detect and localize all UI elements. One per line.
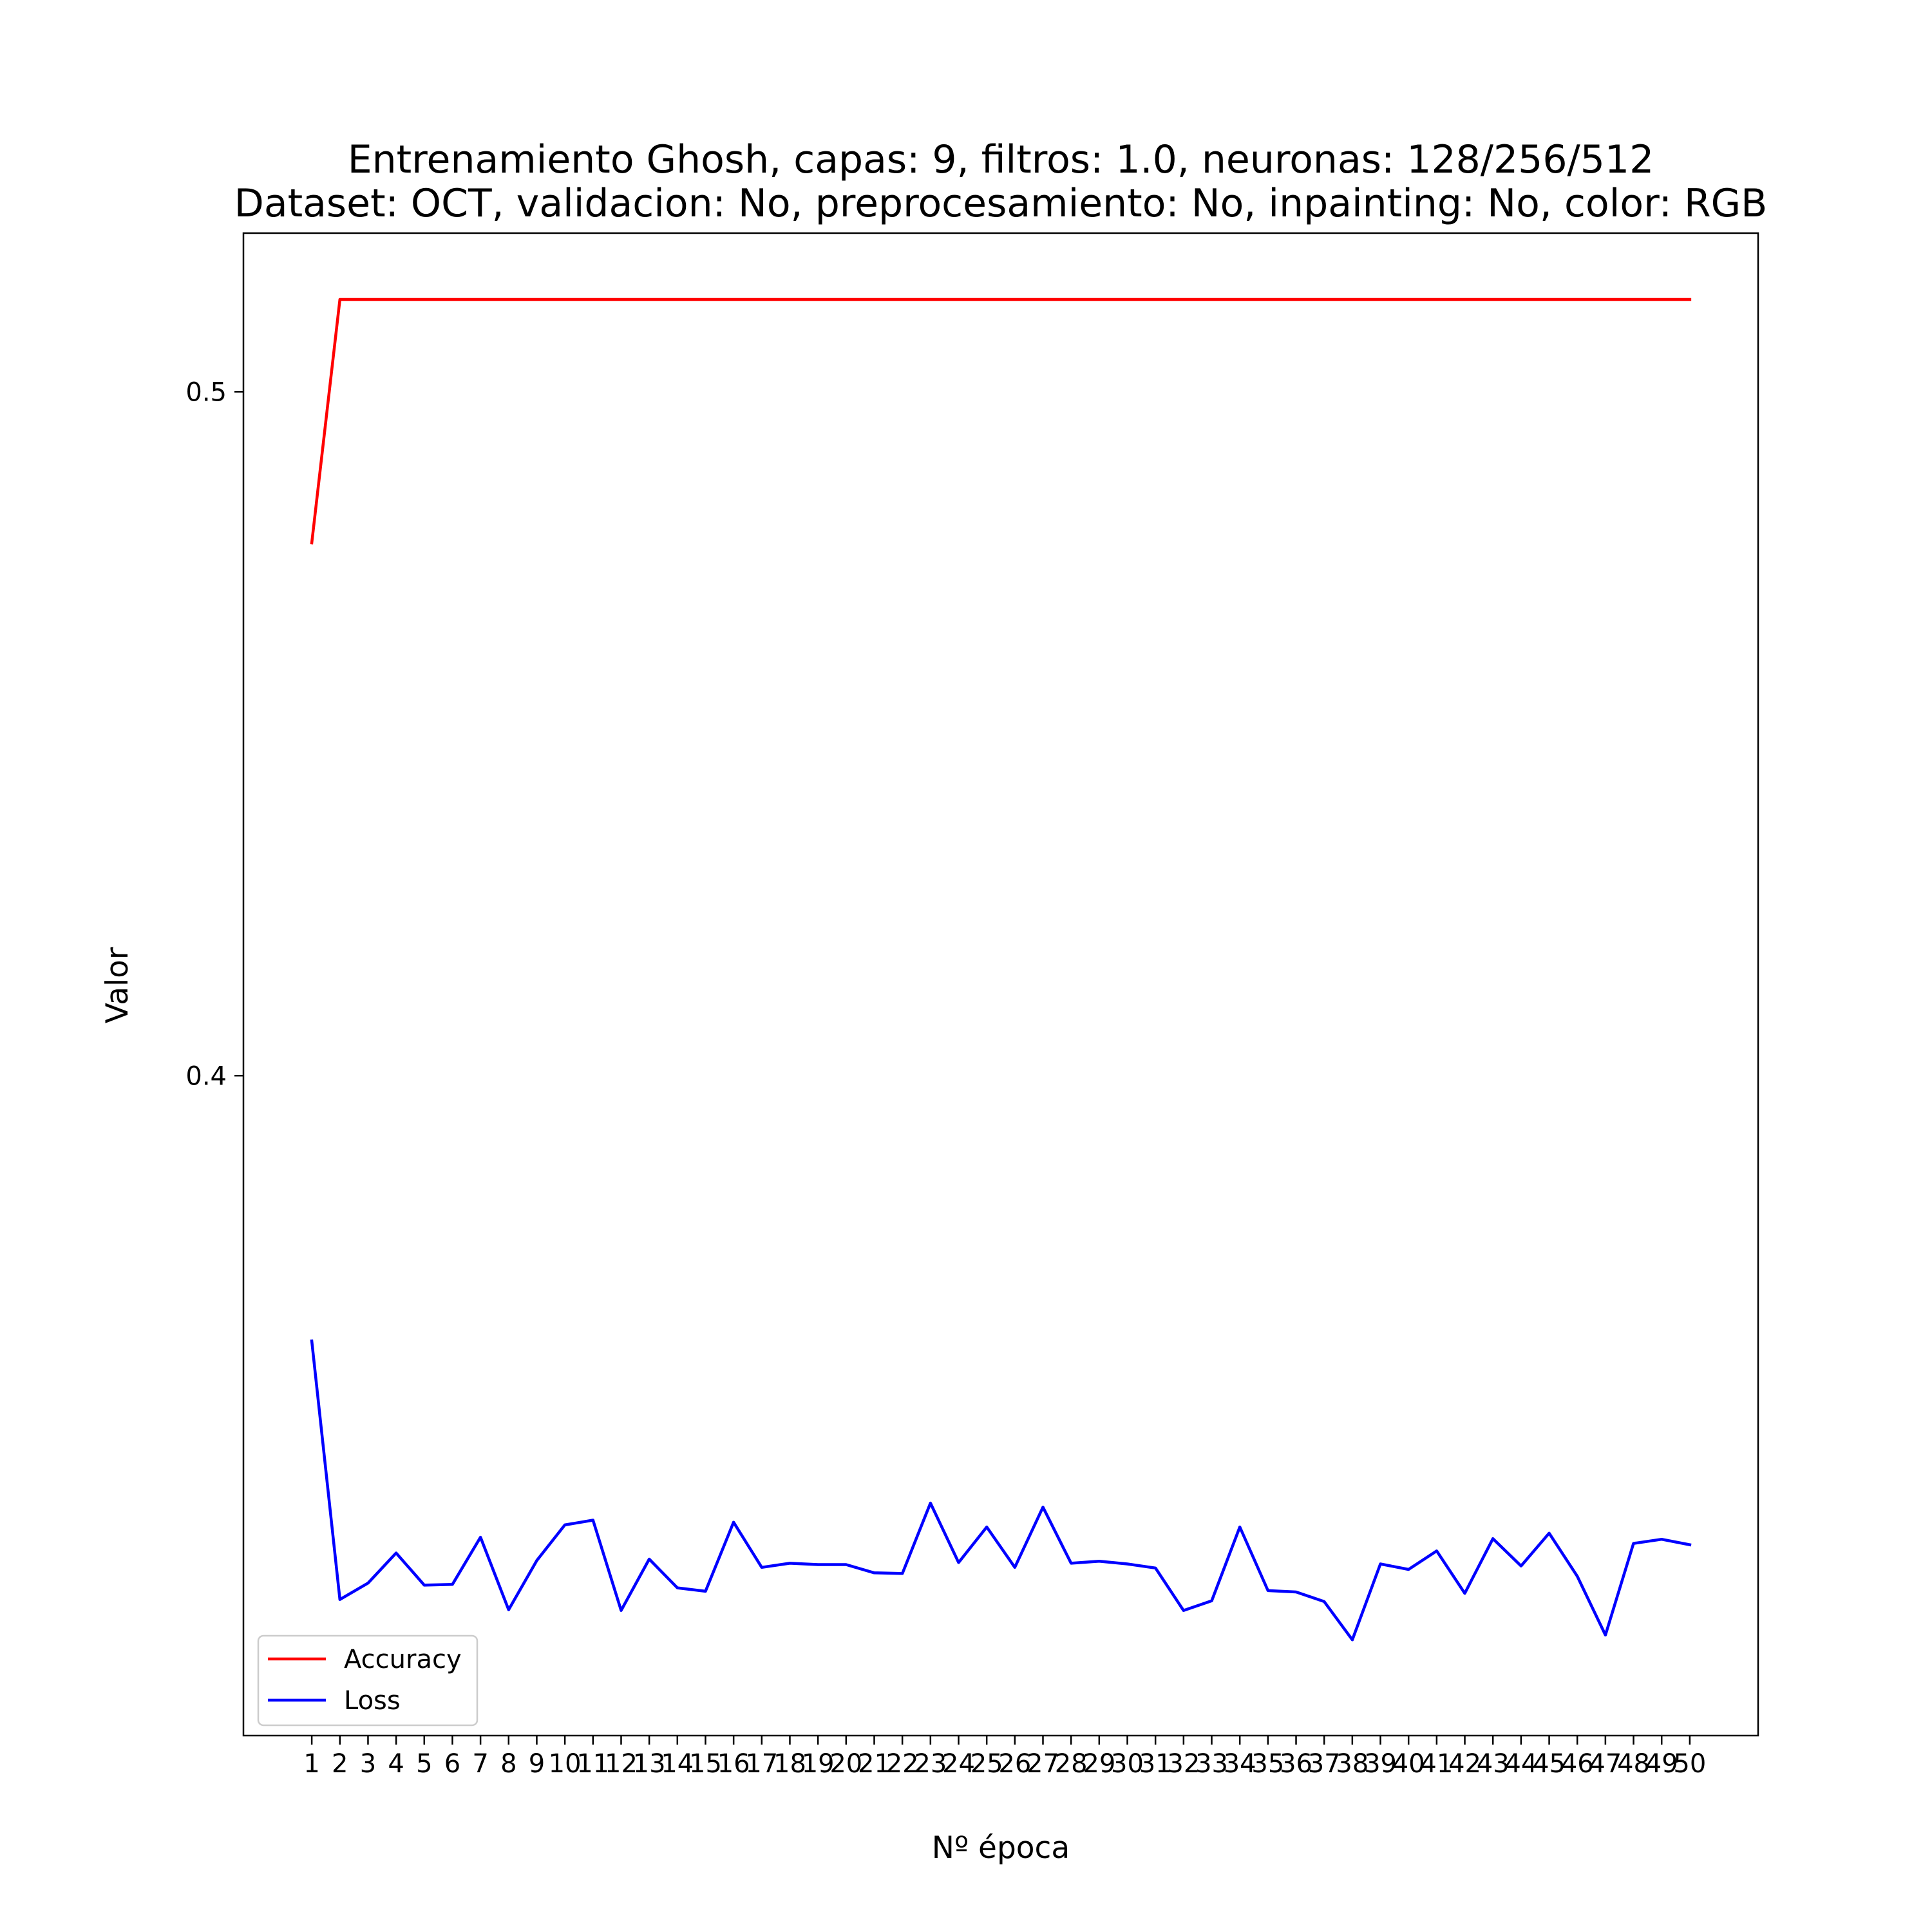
- x-tick-label: 29: [1083, 1749, 1115, 1779]
- x-tick-label: 23: [914, 1749, 947, 1779]
- x-tick-label: 40: [1392, 1749, 1425, 1779]
- x-tick-label: 42: [1448, 1749, 1481, 1779]
- x-tick-label: 14: [661, 1749, 694, 1779]
- x-tick-label: 27: [1027, 1749, 1059, 1779]
- x-tick-label: 16: [717, 1749, 750, 1779]
- x-tick-label: 37: [1308, 1749, 1341, 1779]
- x-tick-label: 43: [1477, 1749, 1510, 1779]
- y-axis-label: Valor: [100, 947, 135, 1023]
- x-tick-label: 46: [1561, 1749, 1594, 1779]
- x-tick-label: 25: [971, 1749, 1003, 1779]
- x-tick-label: 19: [802, 1749, 835, 1779]
- x-tick-label: 21: [858, 1749, 891, 1779]
- x-axis: 1 2 3 4 5 6 7 8 9 1011121314151617181920212223242…: [303, 1736, 1706, 1779]
- x-tick-label: 28: [1055, 1749, 1088, 1779]
- plot-frame: [242, 232, 1759, 1737]
- x-tick-label: 33: [1195, 1749, 1228, 1779]
- x-tick-label: 18: [773, 1749, 806, 1779]
- legend: Accuracy Loss: [257, 1634, 478, 1727]
- y-tick-label: 0.4: [185, 1061, 227, 1091]
- x-tick-label: 47: [1589, 1749, 1622, 1779]
- plot-area: [310, 298, 1692, 1642]
- legend-label-accuracy: Accuracy: [344, 1645, 462, 1674]
- x-tick-label: 26: [998, 1749, 1031, 1779]
- series-line-accuracy: [310, 298, 1692, 545]
- x-tick-label: 1: [303, 1749, 319, 1779]
- x-tick-label: 4: [388, 1749, 404, 1779]
- x-tick-label: 5: [416, 1749, 432, 1779]
- x-tick-label: 34: [1224, 1749, 1256, 1779]
- x-tick-label: 12: [605, 1749, 638, 1779]
- series-line-loss: [310, 1339, 1692, 1642]
- x-tick-label: 22: [886, 1749, 919, 1779]
- y-tick-label: 0.5: [185, 377, 227, 407]
- y-axis: 0.4 0.5: [185, 377, 243, 1091]
- x-tick-label: 24: [942, 1749, 975, 1779]
- x-tick-label: 48: [1617, 1749, 1650, 1779]
- x-tick-label: 15: [689, 1749, 722, 1779]
- x-tick-label: 41: [1420, 1749, 1453, 1779]
- x-tick-label: 8: [500, 1749, 516, 1779]
- x-tick-label: 50: [1673, 1749, 1706, 1779]
- x-tick-label: 11: [576, 1749, 609, 1779]
- x-tick-label: 17: [745, 1749, 778, 1779]
- x-tick-label: 31: [1139, 1749, 1172, 1779]
- x-tick-label: 2: [332, 1749, 348, 1779]
- x-tick-label: 39: [1364, 1749, 1397, 1779]
- x-tick-label: 32: [1167, 1749, 1200, 1779]
- x-axis-label: Nº época: [932, 1830, 1070, 1866]
- x-tick-label: 10: [549, 1749, 582, 1779]
- x-tick-label: 30: [1111, 1749, 1144, 1779]
- chart-subtitle: Dataset: OCT, validacion: No, preprocesa…: [234, 181, 1768, 226]
- legend-label-loss: Loss: [344, 1686, 401, 1716]
- x-tick-label: 20: [829, 1749, 862, 1779]
- x-tick-label: 13: [633, 1749, 666, 1779]
- x-tick-label: 3: [360, 1749, 376, 1779]
- x-tick-label: 35: [1251, 1749, 1284, 1779]
- x-tick-label: 45: [1533, 1749, 1566, 1779]
- x-tick-label: 36: [1280, 1749, 1312, 1779]
- x-tick-label: 7: [472, 1749, 488, 1779]
- x-tick-label: 38: [1336, 1749, 1368, 1779]
- x-tick-label: 9: [529, 1749, 545, 1779]
- chart-title: Entrenamiento Ghosh, capas: 9, filtros: …: [348, 137, 1654, 182]
- x-tick-label: 6: [444, 1749, 460, 1779]
- x-tick-label: 49: [1645, 1749, 1678, 1779]
- x-tick-label: 44: [1504, 1749, 1537, 1779]
